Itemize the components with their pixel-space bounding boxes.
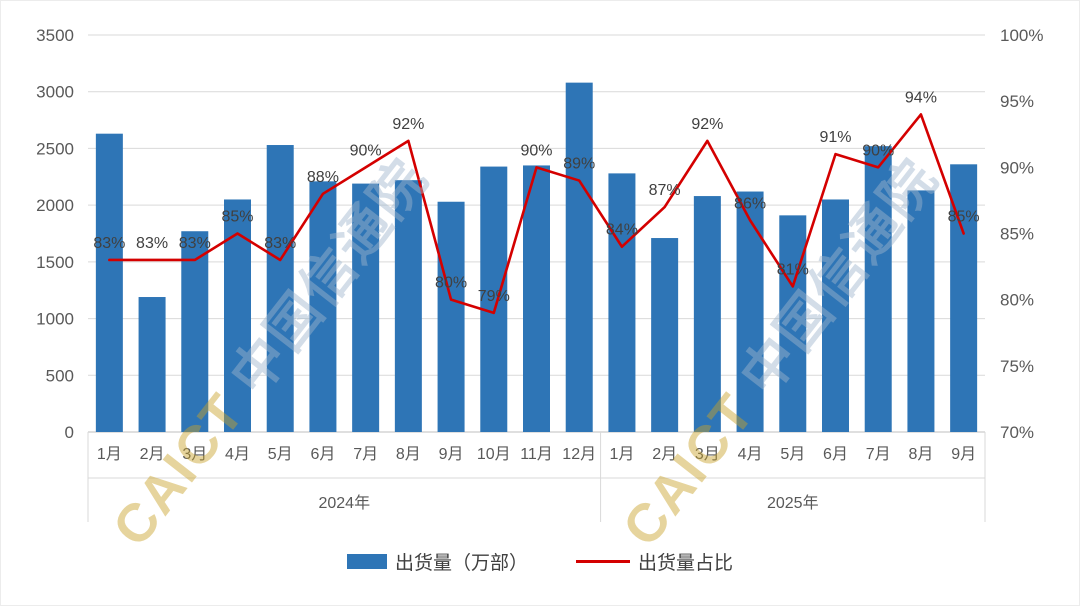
data-label: 90% bbox=[862, 142, 894, 159]
shipment-bar bbox=[565, 82, 593, 432]
shipment-bar bbox=[907, 190, 935, 432]
month-label: 8月 bbox=[908, 446, 933, 463]
month-label: 6月 bbox=[823, 446, 848, 463]
month-label: 5月 bbox=[780, 446, 805, 463]
data-label: 80% bbox=[435, 275, 467, 292]
data-label: 81% bbox=[777, 261, 809, 278]
right-axis-tick: 70% bbox=[1000, 423, 1034, 442]
data-label: 83% bbox=[264, 235, 296, 252]
left-axis-tick: 1500 bbox=[36, 253, 74, 272]
data-label: 84% bbox=[606, 222, 638, 239]
chart-legend: 出货量（万部） 出货量占比 bbox=[0, 548, 1080, 575]
shipment-bar bbox=[523, 165, 550, 432]
shipment-bar bbox=[95, 133, 123, 432]
month-label: 7月 bbox=[866, 446, 891, 463]
data-label: 89% bbox=[563, 156, 595, 173]
legend-item-share: 出货量占比 bbox=[576, 548, 733, 575]
month-label: 3月 bbox=[182, 446, 207, 463]
legend-item-shipments: 出货量（万部） bbox=[346, 548, 528, 575]
bar-swatch-icon bbox=[346, 554, 387, 569]
shipment-bar bbox=[608, 173, 636, 432]
data-label: 85% bbox=[221, 209, 253, 226]
month-label: 1月 bbox=[97, 446, 122, 463]
line-swatch-icon bbox=[576, 560, 630, 563]
data-label: 83% bbox=[93, 235, 125, 252]
shipment-bar bbox=[822, 199, 849, 432]
shipment-bar bbox=[864, 146, 892, 432]
month-label: 2月 bbox=[652, 446, 677, 463]
month-label: 11月 bbox=[520, 446, 553, 463]
data-label: 92% bbox=[392, 116, 424, 133]
left-axis-tick: 3000 bbox=[36, 83, 74, 102]
shipment-bar bbox=[437, 201, 465, 432]
data-label: 88% bbox=[307, 169, 339, 186]
data-label: 83% bbox=[136, 235, 168, 252]
month-label: 10月 bbox=[477, 446, 511, 463]
left-axis-tick: 3500 bbox=[36, 26, 74, 45]
data-label: 94% bbox=[905, 89, 937, 106]
shipment-bar bbox=[693, 196, 721, 432]
data-label: 86% bbox=[734, 195, 766, 212]
right-axis-tick: 85% bbox=[1000, 225, 1034, 244]
month-label: 5月 bbox=[268, 446, 293, 463]
data-label: 90% bbox=[350, 142, 382, 159]
month-label: 2月 bbox=[140, 446, 165, 463]
data-label: 92% bbox=[691, 116, 723, 133]
data-label: 83% bbox=[179, 235, 211, 252]
left-axis-tick: 1000 bbox=[36, 310, 74, 329]
shipment-bar bbox=[309, 181, 337, 432]
data-label: 91% bbox=[819, 129, 851, 146]
shipment-bar bbox=[394, 180, 422, 432]
left-axis-tick: 0 bbox=[65, 423, 74, 442]
data-label: 87% bbox=[649, 182, 681, 199]
right-axis-tick: 95% bbox=[1000, 92, 1034, 111]
shipment-bar bbox=[266, 145, 294, 433]
shipments-combo-chart: 0 500 1000 1500 2000 2500 3000 3500 70% 75% 80% 85%… bbox=[36, 26, 1043, 522]
right-axis-tick: 75% bbox=[1000, 357, 1034, 376]
shipment-bar bbox=[138, 297, 166, 432]
left-axis-tick: 2000 bbox=[36, 196, 74, 215]
data-label: 79% bbox=[478, 288, 510, 305]
year-label: 2024年 bbox=[318, 494, 370, 512]
data-label: 85% bbox=[948, 209, 980, 226]
month-label: 6月 bbox=[310, 446, 335, 463]
month-label: 3月 bbox=[695, 446, 720, 463]
shipment-bar bbox=[480, 166, 508, 432]
right-axis-tick: 100% bbox=[1000, 26, 1043, 45]
legend-label-share: 出货量占比 bbox=[638, 553, 734, 574]
month-label: 7月 bbox=[353, 446, 378, 463]
shipment-bar bbox=[352, 183, 380, 432]
year-label: 2025年 bbox=[767, 494, 819, 512]
month-label: 9月 bbox=[439, 446, 464, 463]
month-label: 1月 bbox=[609, 446, 634, 463]
left-axis-tick: 2500 bbox=[36, 139, 74, 158]
shipment-bar bbox=[779, 215, 807, 432]
right-axis-tick: 80% bbox=[1000, 291, 1034, 310]
month-label: 12月 bbox=[562, 446, 596, 463]
right-axis-tick: 90% bbox=[1000, 158, 1034, 177]
shipment-bar bbox=[181, 231, 209, 432]
share-line bbox=[108, 113, 965, 315]
legend-label-shipments: 出货量（万部） bbox=[394, 553, 528, 574]
month-label: 8月 bbox=[396, 446, 421, 463]
left-axis-tick: 500 bbox=[46, 366, 74, 385]
data-label: 90% bbox=[520, 142, 552, 159]
month-label: 4月 bbox=[225, 446, 250, 463]
shipment-bar bbox=[651, 238, 679, 432]
month-label: 9月 bbox=[951, 446, 976, 463]
shipment-bar bbox=[736, 191, 764, 432]
month-label: 4月 bbox=[738, 446, 763, 463]
